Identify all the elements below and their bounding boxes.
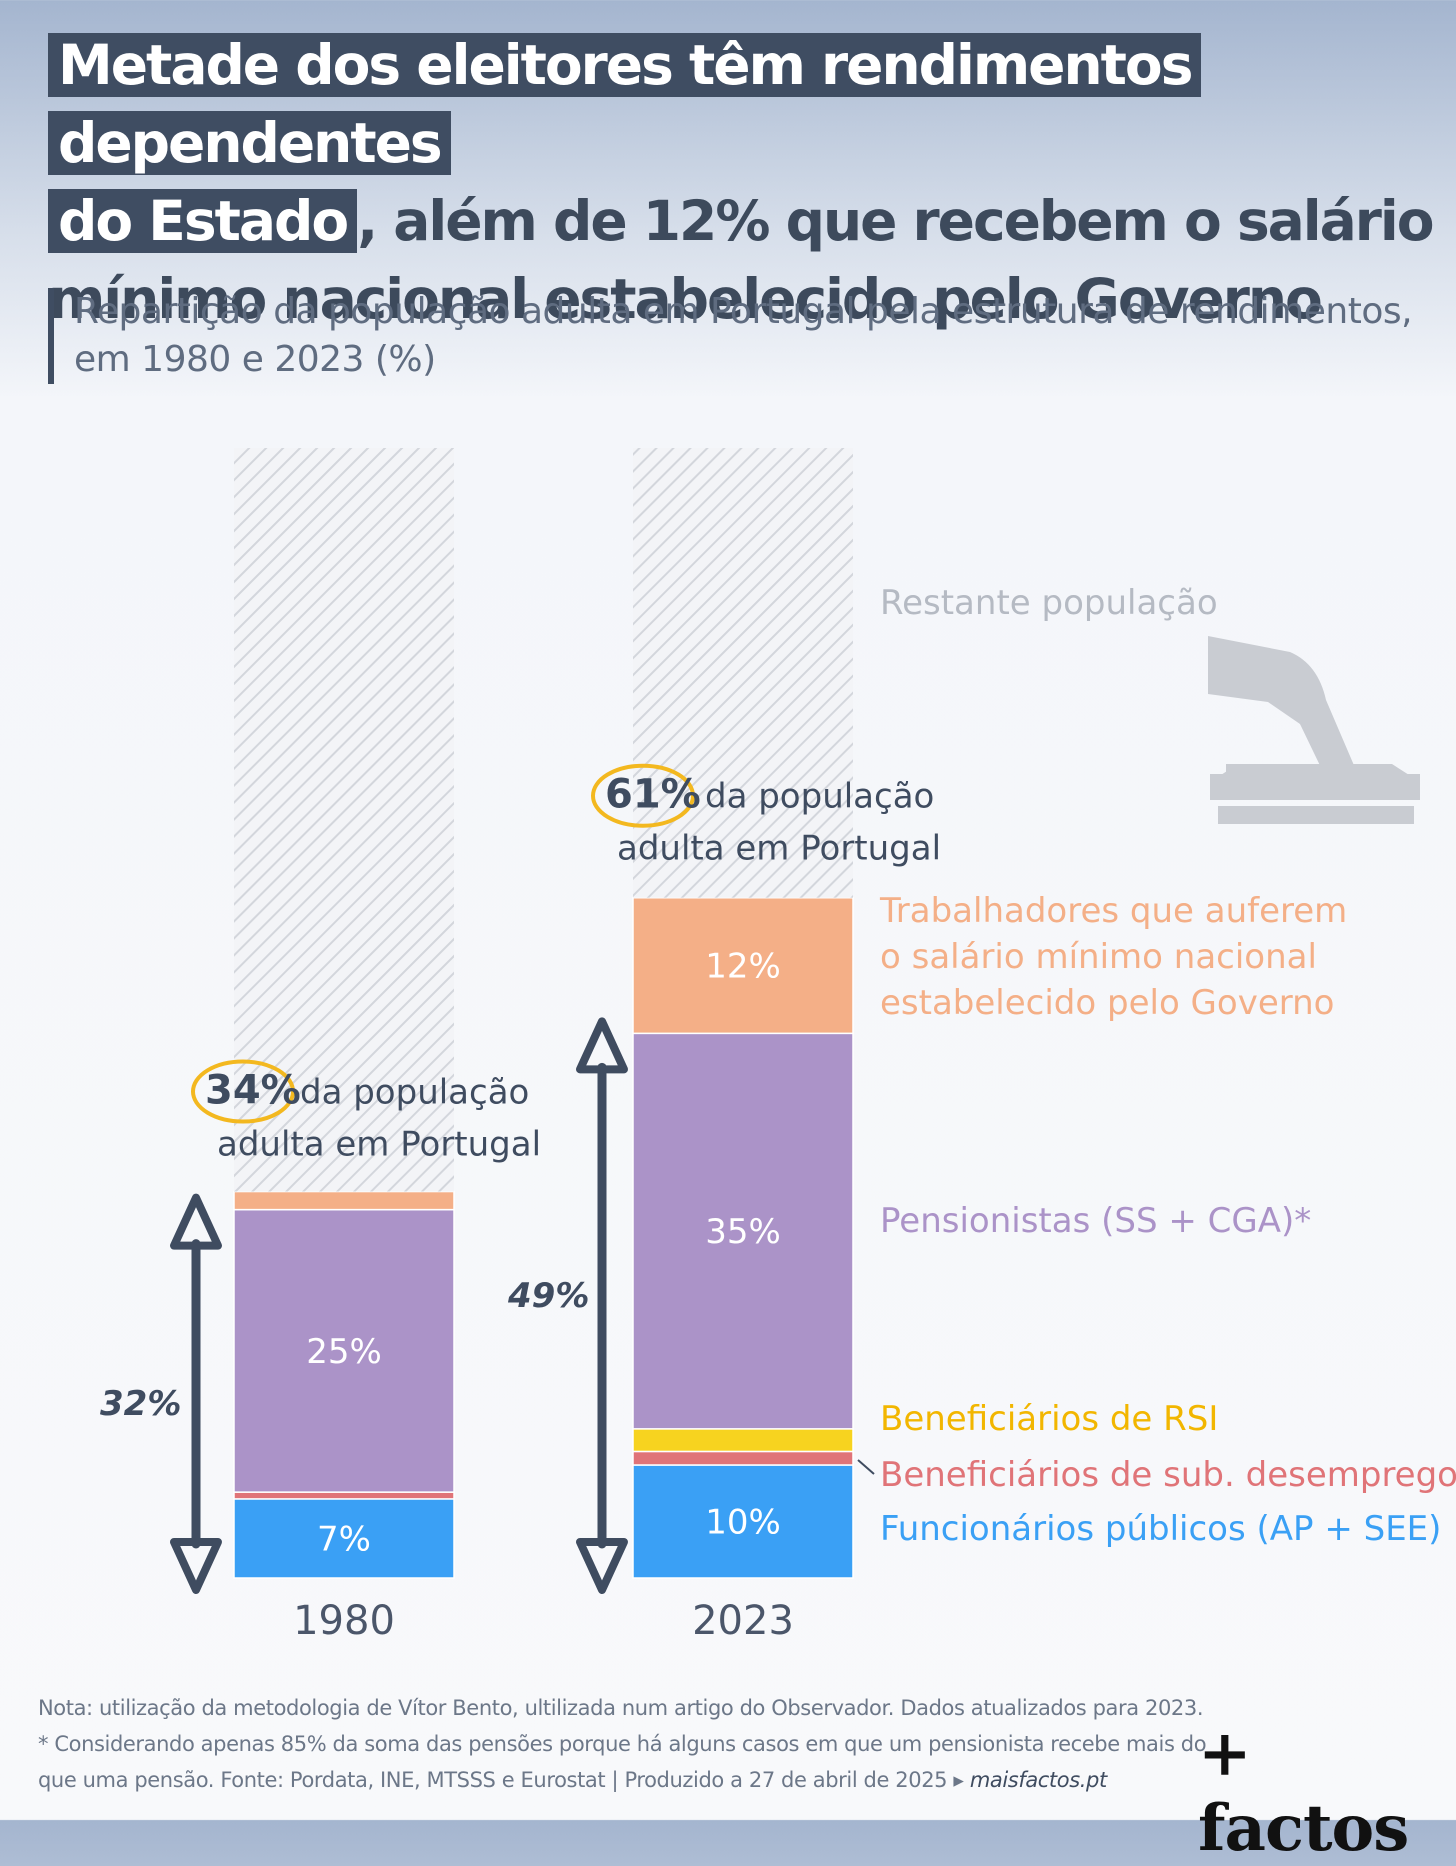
bracket-label: 32%	[100, 1384, 181, 1424]
bracket-arrow-down	[170, 1538, 222, 1594]
ballot-box-icon	[1208, 636, 1420, 824]
total-value-2023: 61%	[605, 772, 701, 818]
bar-segment-trabalhadores_smn-1980	[233, 1190, 455, 1211]
title-highlight-2: do Estado	[48, 189, 358, 253]
bar-segment-funcionarios-1980	[233, 1498, 455, 1579]
footnote: Nota: utilização da metodologia de Vítor…	[38, 1690, 1208, 1798]
legend-desemprego: Beneficiários de sub. desemprego	[880, 1455, 1456, 1495]
total-text-line-1: da população	[705, 777, 934, 817]
bracket-arrow-down	[576, 1538, 628, 1594]
bracket-arrow-up	[576, 1017, 628, 1074]
highlight-circle	[191, 1059, 295, 1124]
legend-restante: Restante população	[880, 583, 1218, 623]
x-tick-label-1980: 1980	[293, 1598, 395, 1644]
highlight-circle	[591, 763, 695, 828]
bar-segment-pensionistas-2023	[632, 1032, 854, 1430]
bracket-label: 49%	[507, 1276, 589, 1316]
footnote-line-1: Nota: utilização da metodologia de Vítor…	[38, 1696, 1204, 1720]
bracket-arrow-up	[170, 1193, 222, 1250]
maisfactos-logo: + factos	[1198, 1716, 1409, 1866]
legend-funcionarios: Funcionários públicos (AP + SEE)	[880, 1509, 1441, 1549]
chart-subtitle: Repartição da população adulta em Portug…	[48, 288, 1454, 384]
legend-rsi: Beneficiários de RSI	[880, 1399, 1218, 1439]
legend-smn-line-3: estabelecido pelo Governo	[880, 983, 1334, 1023]
bar-segment-funcionarios-2023	[632, 1464, 854, 1579]
bar-segment-pensionistas-1980	[233, 1208, 455, 1493]
bar-value-label: 12%	[705, 947, 781, 987]
chart-title: Metade dos eleitores têm rendimentos dep…	[48, 26, 1438, 338]
total-text-line-1: da população	[300, 1073, 529, 1113]
total-text-line-2: adulta em Portugal	[217, 1125, 541, 1165]
legend-pensionistas: Pensionistas (SS + CGA)*	[880, 1201, 1311, 1241]
title-rest: , além de 12% que recebem o salário míni…	[48, 189, 1435, 331]
source-link[interactable]: maisfactos.pt	[969, 1768, 1107, 1792]
x-tick-label-2023: 2023	[692, 1598, 794, 1644]
bar-value-label: 35%	[705, 1212, 781, 1252]
footnote-line-2: * Considerando apenas 85% da soma das pe…	[38, 1732, 1207, 1792]
bar-segment-rsi-2023	[632, 1428, 854, 1453]
bar-value-label: 7%	[317, 1519, 371, 1559]
legend-smn-line-2: o salário mínimo nacional	[880, 937, 1317, 977]
legend-pointer	[857, 1459, 875, 1475]
legend-smn-line-1: Trabalhadores que auferem	[879, 891, 1347, 931]
bar-value-label: 25%	[306, 1332, 382, 1372]
bar-value-label: 10%	[705, 1503, 781, 1543]
bar-segment-trabalhadores_smn-2023	[632, 896, 854, 1035]
total-value-1980: 34%	[205, 1068, 301, 1114]
bar-segment-desemprego-1980	[233, 1491, 455, 1500]
bar-segment-desemprego-2023	[632, 1450, 854, 1466]
total-text-line-2: adulta em Portugal	[617, 829, 941, 869]
